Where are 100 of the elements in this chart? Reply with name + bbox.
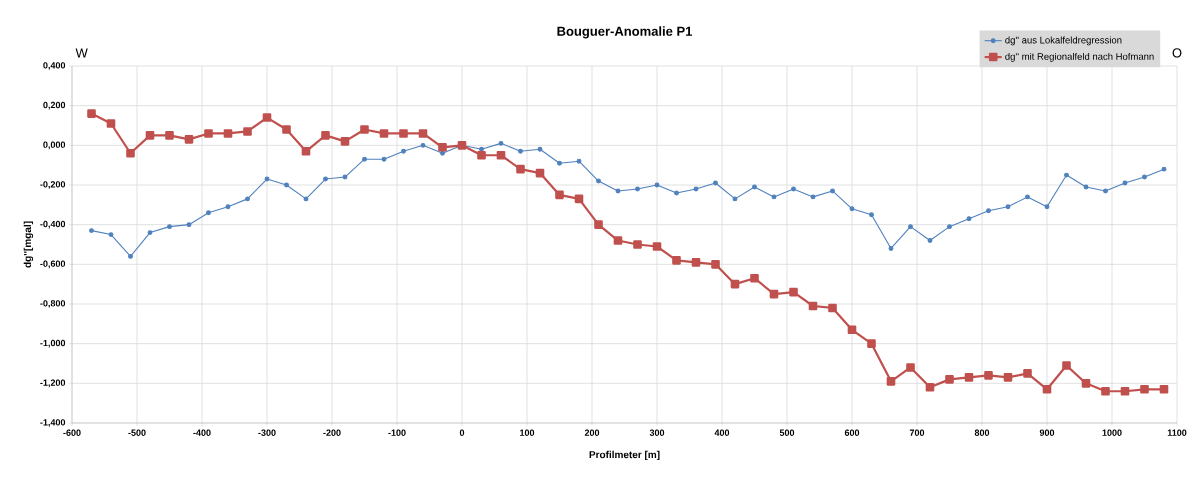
point: [284, 182, 289, 188]
point: [128, 253, 133, 259]
point: [594, 220, 603, 229]
point: [791, 186, 796, 192]
point: [1142, 174, 1147, 180]
point: [1120, 386, 1130, 396]
text: O: [1172, 48, 1182, 58]
point: [847, 325, 857, 335]
point: [1103, 188, 1108, 194]
point: [243, 127, 252, 136]
point: [633, 240, 642, 249]
point: [652, 242, 662, 251]
point: [752, 184, 757, 190]
y-tick-label: -0,200: [40, 181, 66, 189]
point: [204, 129, 213, 138]
point: [1003, 373, 1013, 382]
point: [615, 188, 621, 194]
x-tick-label: 0: [459, 429, 465, 436]
point: [106, 119, 116, 128]
point: [145, 131, 155, 140]
y-axis-title: dg''[mgal]: [23, 221, 34, 268]
point: [869, 212, 874, 218]
point: [340, 137, 350, 146]
y-tick-label: -0,400: [40, 220, 66, 229]
point: [1064, 172, 1069, 178]
point: [496, 150, 506, 160]
point: [498, 140, 504, 146]
point: [769, 289, 779, 299]
point: [1062, 361, 1071, 370]
point: [576, 158, 582, 164]
point: [89, 228, 94, 234]
y-tick-label: -1,400: [40, 419, 66, 427]
point: [301, 146, 311, 156]
point: [691, 258, 701, 267]
point: [830, 188, 835, 194]
y-tick-label: -1,000: [40, 339, 66, 348]
point: [771, 194, 777, 200]
legend-label: dg'' mit Regionalfeld nach Hofmann: [1005, 52, 1154, 62]
point: [223, 129, 233, 138]
point: [674, 190, 679, 196]
point: [245, 196, 250, 202]
point: [828, 303, 837, 313]
point: [557, 160, 562, 166]
point: [1159, 384, 1169, 394]
point: [537, 146, 543, 152]
point: [147, 230, 153, 236]
point: [165, 131, 174, 140]
point: [888, 246, 894, 251]
x-tick-label: -600: [63, 429, 81, 436]
point: [1101, 386, 1110, 396]
point: [966, 216, 972, 222]
point: [87, 109, 96, 118]
point: [477, 150, 486, 160]
point: [108, 232, 114, 238]
point: [420, 142, 426, 148]
point: [810, 194, 816, 200]
point: [518, 148, 523, 154]
x-axis-title: Profilmeter [m]: [589, 450, 660, 461]
point: [479, 146, 484, 152]
point: [1023, 369, 1032, 378]
point: [401, 148, 406, 154]
point: [418, 129, 428, 138]
point: [1042, 384, 1052, 394]
x-tick-label: -100: [388, 429, 406, 436]
y-tick-label: -0,600: [40, 260, 66, 269]
point: [126, 148, 135, 158]
point: [282, 125, 291, 134]
point: [1083, 184, 1089, 190]
point: [613, 236, 623, 245]
point: [750, 273, 759, 283]
point: [440, 150, 445, 156]
point: [596, 178, 601, 184]
point: [732, 196, 738, 202]
text: W: [75, 48, 88, 58]
point: [908, 224, 913, 230]
point: [925, 383, 935, 392]
x-tick-label: 1000: [1102, 429, 1122, 436]
point: [225, 204, 231, 210]
point: [1081, 379, 1091, 388]
point: [964, 373, 974, 382]
point: [808, 301, 818, 311]
point: [342, 174, 348, 180]
point: [906, 363, 915, 372]
point: [1161, 166, 1167, 172]
x-tick-label: -400: [193, 429, 211, 436]
x-tick-label: 500: [779, 429, 795, 436]
point: [399, 129, 408, 138]
point: [672, 256, 681, 265]
point: [381, 156, 387, 162]
point: [711, 260, 720, 269]
point: [167, 224, 172, 230]
point: [986, 208, 991, 214]
x-tick-label: 600: [844, 429, 860, 436]
y-tick-label: -0,800: [40, 300, 66, 308]
point: [186, 222, 192, 228]
point: [362, 156, 367, 162]
x-tick-label: 300: [649, 429, 665, 436]
point: [555, 190, 564, 200]
chart-title: Bouguer-Anomalie P1: [557, 26, 693, 39]
point: [945, 375, 954, 384]
